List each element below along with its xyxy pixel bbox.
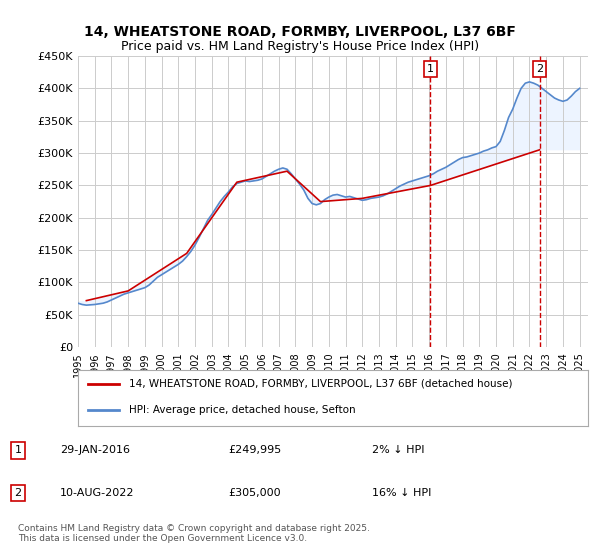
Text: 1: 1 — [14, 445, 22, 455]
Text: Contains HM Land Registry data © Crown copyright and database right 2025.
This d: Contains HM Land Registry data © Crown c… — [18, 524, 370, 543]
Text: 2: 2 — [536, 64, 543, 74]
Text: 1: 1 — [427, 64, 434, 74]
Text: £249,995: £249,995 — [228, 445, 281, 455]
Text: 2% ↓ HPI: 2% ↓ HPI — [372, 445, 425, 455]
Text: 14, WHEATSTONE ROAD, FORMBY, LIVERPOOL, L37 6BF (detached house): 14, WHEATSTONE ROAD, FORMBY, LIVERPOOL, … — [129, 379, 512, 389]
Text: 2: 2 — [14, 488, 22, 498]
Text: £305,000: £305,000 — [228, 488, 281, 498]
Text: HPI: Average price, detached house, Sefton: HPI: Average price, detached house, Seft… — [129, 405, 356, 415]
Text: 29-JAN-2016: 29-JAN-2016 — [60, 445, 130, 455]
Text: 10-AUG-2022: 10-AUG-2022 — [60, 488, 134, 498]
Text: Price paid vs. HM Land Registry's House Price Index (HPI): Price paid vs. HM Land Registry's House … — [121, 40, 479, 53]
Text: 14, WHEATSTONE ROAD, FORMBY, LIVERPOOL, L37 6BF: 14, WHEATSTONE ROAD, FORMBY, LIVERPOOL, … — [84, 25, 516, 39]
Text: 16% ↓ HPI: 16% ↓ HPI — [372, 488, 431, 498]
